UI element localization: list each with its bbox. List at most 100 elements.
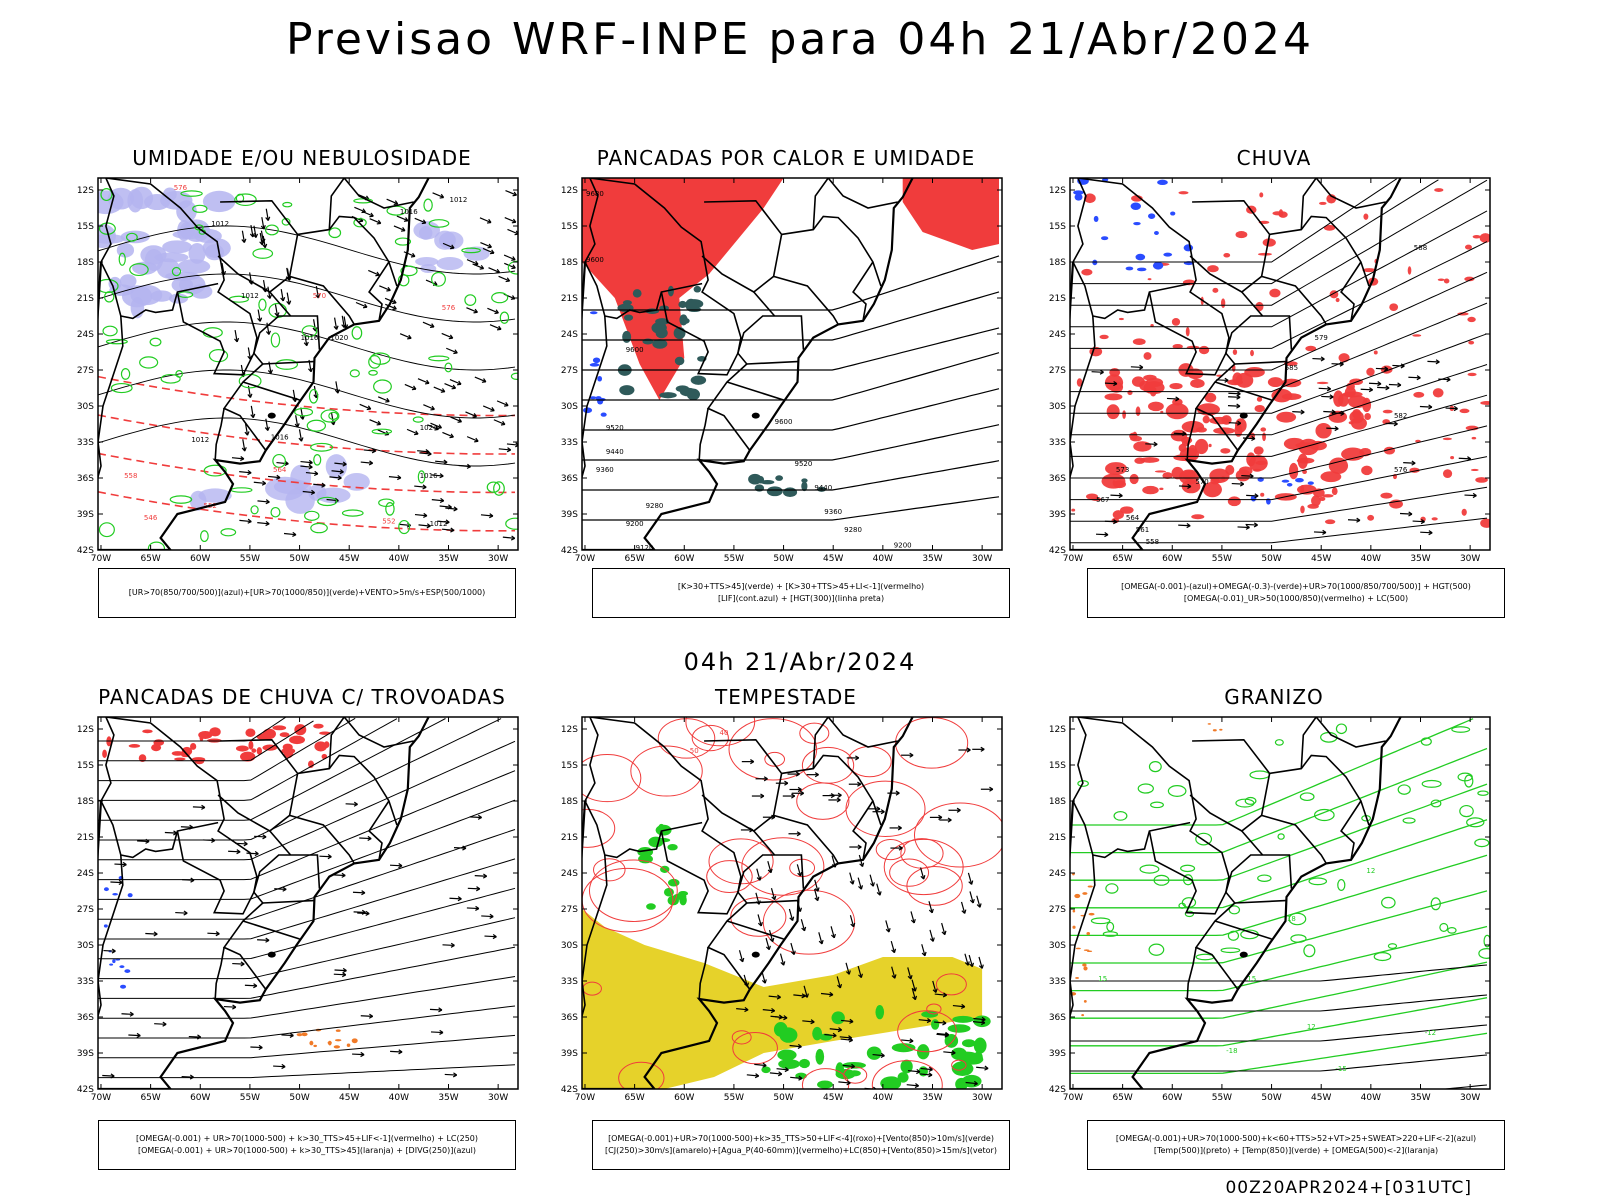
streamline [98, 718, 398, 801]
lon-tick-label: 40W [873, 1093, 893, 1103]
wind-850-area [875, 1005, 885, 1020]
political-border [1189, 738, 1271, 832]
wind-vector [907, 975, 913, 980]
political-border [812, 178, 829, 230]
geopotential-contour [1070, 271, 1488, 371]
green-humidity-contour [398, 519, 411, 535]
wind-vector [493, 419, 506, 425]
lon-tick-label: 60W [674, 1093, 694, 1103]
streamline-arrow [122, 861, 127, 868]
green-humidity-contour [431, 271, 446, 287]
map-pancadas-calor: 9680 9600 9600 9520 9440 9360 9280 9200 9120 9600… [561, 177, 1003, 564]
thunderstorm-area [174, 757, 186, 761]
lon-tick-label: 45W [1311, 554, 1331, 564]
teal-instability-area [760, 479, 775, 485]
streamline-arrow [466, 907, 479, 910]
contour-label: 585 [1285, 364, 1298, 372]
streamline-arrow [438, 1007, 443, 1013]
political-border [176, 291, 255, 376]
political-border [753, 291, 776, 317]
wind-vector [376, 420, 382, 426]
streamline-arrow [1113, 380, 1118, 387]
wind-850-area [866, 1046, 882, 1060]
green-humidity-contour [139, 356, 159, 369]
streamline-arrow [359, 837, 372, 840]
rain-area [1443, 278, 1450, 284]
rain-area [1208, 443, 1212, 448]
streamline-arrow [1251, 435, 1256, 442]
green-humidity-contour [385, 501, 395, 516]
streamline-arrow [476, 886, 481, 892]
wind-vector [891, 948, 897, 954]
streamline-arrow [1399, 512, 1413, 515]
lat-tick-label: 42S [77, 546, 94, 556]
streamline [98, 946, 516, 999]
streamline-arrow [360, 1015, 373, 1017]
green-humidity-contour [400, 265, 418, 277]
lat-tick-label: 33S [1049, 977, 1066, 987]
streamline-arrow [183, 910, 188, 916]
lon-tick-label: 30W [1460, 1093, 1480, 1103]
rain-area [1271, 388, 1293, 403]
rain-area [1105, 462, 1127, 475]
wind-vector [506, 447, 512, 453]
political-border [1214, 920, 1272, 940]
wind-vector [449, 433, 454, 439]
wind-vector [504, 262, 516, 269]
wind-vector [247, 469, 252, 476]
streamline [98, 1064, 516, 1079]
wind-vector [829, 991, 834, 997]
wind-vector [423, 404, 435, 410]
lon-tick-label: 65W [1112, 554, 1132, 564]
wind-vector [333, 325, 339, 330]
omega-area [1093, 215, 1099, 223]
rain-area [1148, 401, 1164, 412]
streamline [98, 799, 516, 900]
streamline-arrow [1254, 493, 1259, 499]
wind-vector [960, 1003, 966, 1009]
wind-850-area [795, 1072, 807, 1079]
wind-vector [305, 471, 318, 475]
temp-850-contour [1148, 761, 1162, 773]
wind-vector [479, 217, 492, 224]
wind-vector [942, 1020, 947, 1026]
wind-vector [762, 1062, 767, 1068]
streamline-arrow [341, 872, 346, 878]
wind-vector [371, 448, 377, 454]
political-border [262, 360, 314, 365]
wind-vector [929, 937, 935, 942]
political-border [589, 178, 751, 451]
temp-850-contour [1153, 874, 1170, 886]
contour-label: 9440 [606, 448, 624, 456]
wind-vector [286, 300, 292, 305]
wind-vector [849, 872, 854, 885]
streamline-850 [741, 837, 825, 896]
wind-vector [431, 474, 444, 477]
legend-umidade: [UR>70(850/700/500)](azul)+[UR>70(1000/8… [98, 568, 516, 618]
streamline-850 [762, 889, 856, 955]
lon-tick-label: 55W [1212, 1093, 1232, 1103]
streamline-850 [732, 1031, 778, 1065]
lifted-index-contour [589, 396, 597, 400]
streamline-arrow [232, 962, 245, 965]
lavender-humidity-area [160, 190, 193, 210]
streamline-arrow [1153, 441, 1158, 447]
wind-vector [422, 321, 435, 328]
teal-instability-area [622, 330, 632, 343]
rain-area [1328, 410, 1348, 423]
map-frame [581, 177, 1003, 551]
rain-area [1104, 374, 1124, 391]
streamline-arrow [236, 849, 241, 855]
geopotential-contour [1070, 517, 1488, 544]
streamline-arrow [114, 863, 127, 866]
teal-instability-area [642, 338, 654, 345]
temp-850-contour [1420, 737, 1432, 746]
wind-vector [978, 956, 983, 969]
wind-vector [506, 443, 518, 446]
divergence-area [124, 969, 131, 973]
rain-area [1479, 233, 1490, 243]
streamline-arrow [1322, 529, 1327, 535]
wind-vector [497, 325, 502, 331]
wind-vector [453, 506, 458, 512]
streamline-850 [843, 1066, 868, 1084]
